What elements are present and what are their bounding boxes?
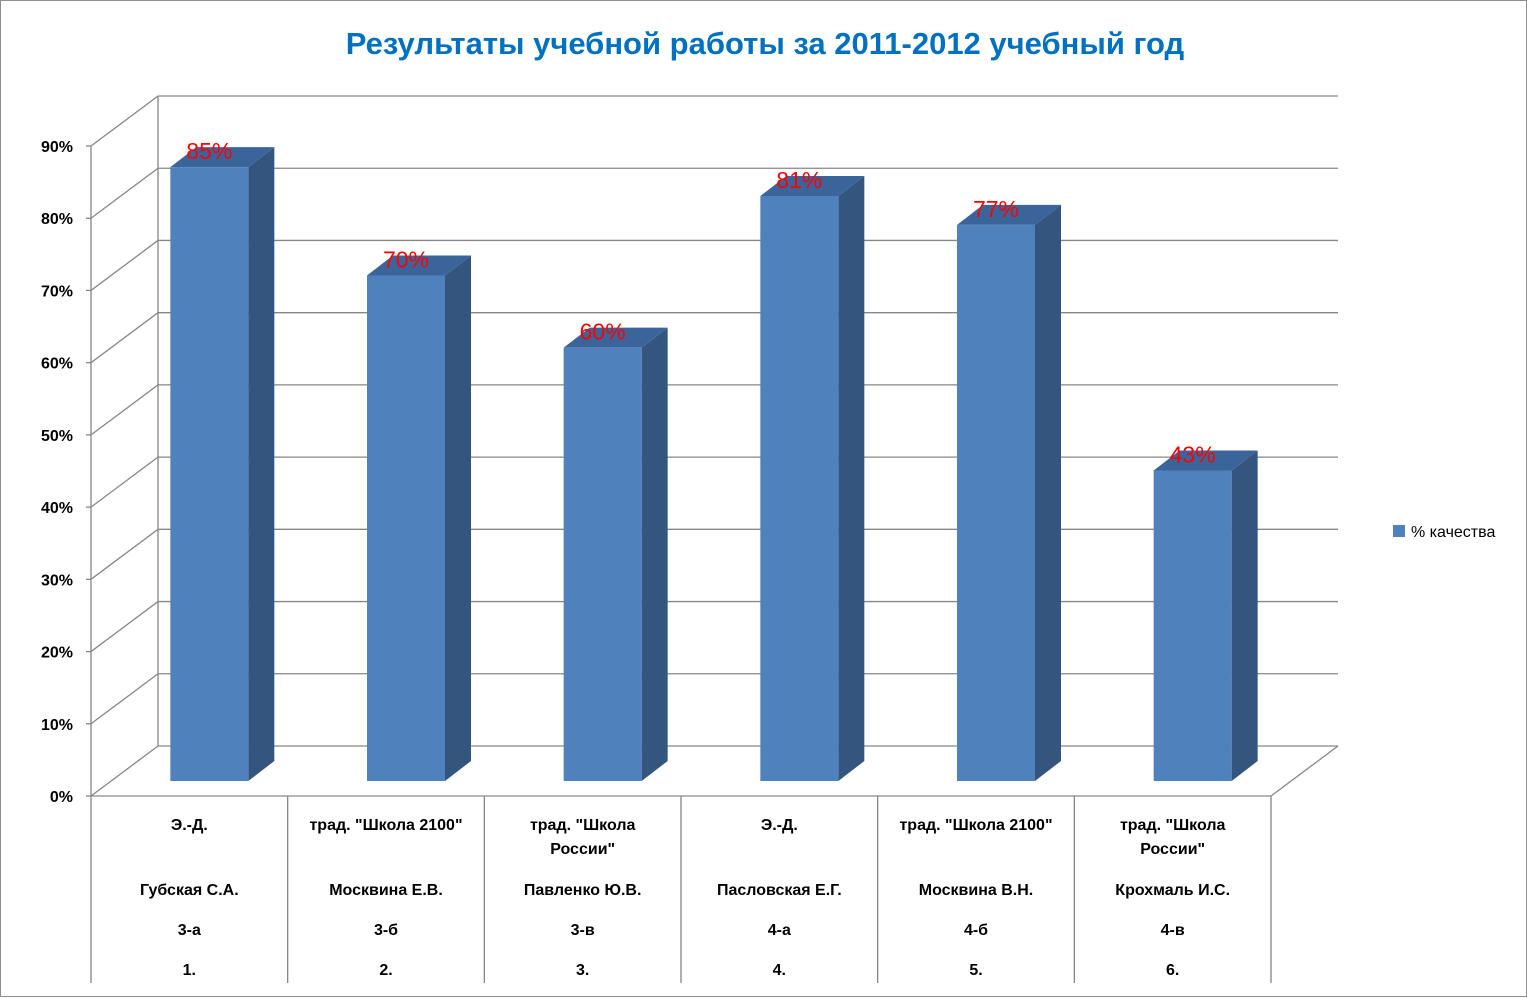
category-number: 6. xyxy=(1166,962,1179,979)
bar-top xyxy=(1153,450,1258,471)
gridline-diagonal xyxy=(90,239,159,291)
bar-top xyxy=(170,147,275,168)
bar-side xyxy=(445,255,471,781)
category-program: Э.-Д. xyxy=(171,817,208,834)
gridline-diagonal xyxy=(90,601,159,653)
gridline-diagonal xyxy=(90,456,159,508)
gridline-diagonal xyxy=(90,384,159,436)
category-teacher: Павленко Ю.В. xyxy=(524,882,642,899)
bars xyxy=(170,147,1258,782)
legend: % качества xyxy=(1393,524,1495,541)
bar xyxy=(760,176,865,781)
category-number: 5. xyxy=(969,962,982,979)
gridline-diagonal xyxy=(90,745,159,797)
gridline-diagonal xyxy=(90,167,159,219)
bar-side xyxy=(838,176,865,781)
category-program: России" xyxy=(1140,841,1205,858)
data-label: 77% xyxy=(973,196,1019,222)
category-number: 2. xyxy=(379,962,392,979)
category-teacher: Москвина Е.В. xyxy=(329,882,443,899)
chart-title: Результаты учебной работы за 2011-2012 у… xyxy=(346,26,1185,61)
bar-front xyxy=(760,196,839,781)
bar-top xyxy=(367,255,471,276)
category-class: 4-б xyxy=(964,922,988,939)
data-label: 43% xyxy=(1170,441,1216,467)
legend-label: % качества xyxy=(1411,524,1495,541)
bar-side xyxy=(641,327,668,781)
y-tick-label: 50% xyxy=(41,428,73,445)
category-class: 3-б xyxy=(374,922,398,939)
category-number: 1. xyxy=(183,962,196,979)
category-table: Э.-Д. Губская С.А. 3-а 1. трад. "Школа 2100"… xyxy=(90,795,1272,983)
category-teacher: Губская С.А. xyxy=(140,882,239,899)
bar-front xyxy=(957,224,1035,781)
floor-right-edge xyxy=(1270,745,1339,797)
bar-top xyxy=(760,176,865,196)
gridline-diagonal xyxy=(90,673,159,725)
y-tick-label: 40% xyxy=(41,500,73,517)
category-number: 3. xyxy=(576,962,589,979)
category-teacher: Пасловская Е.Г. xyxy=(717,882,842,899)
category-program: России" xyxy=(550,841,615,858)
bar-side xyxy=(1035,204,1061,781)
y-tick-label: 90% xyxy=(41,139,73,156)
gridline-diagonal xyxy=(90,528,159,580)
bar xyxy=(1153,450,1258,781)
category-class: 3-в xyxy=(571,922,595,939)
category-class: 3-а xyxy=(178,922,201,939)
data-labels: 85% 70% 60% 81% 77% 43% xyxy=(186,138,1215,467)
bar xyxy=(563,327,668,781)
gridline-diagonal xyxy=(90,95,159,147)
legend-swatch xyxy=(1393,525,1405,537)
data-label: 70% xyxy=(383,246,429,272)
y-axis: 0% 10% 20% 30% 40% 50% 60% 70% 80% 90% xyxy=(41,96,159,806)
bar-side xyxy=(248,147,275,782)
category-program: Э.-Д. xyxy=(761,817,798,834)
category-class: 4-в xyxy=(1161,922,1185,939)
category-teacher: Крохмаль И.С. xyxy=(1115,882,1230,899)
y-tick-label: 60% xyxy=(41,356,73,373)
bar-top xyxy=(563,327,668,348)
category-number: 4. xyxy=(773,962,786,979)
bar-front xyxy=(367,275,445,781)
category-class: 4-а xyxy=(768,922,791,939)
bar xyxy=(170,147,275,782)
bar-front xyxy=(170,167,249,782)
y-tick-label: 70% xyxy=(41,283,73,300)
y-tick-label: 20% xyxy=(41,645,73,662)
bar xyxy=(367,255,471,781)
data-label: 81% xyxy=(776,167,822,193)
bar-side xyxy=(1231,450,1258,781)
gridline-diagonal xyxy=(90,312,159,364)
data-label: 60% xyxy=(580,319,626,345)
data-label: 85% xyxy=(186,138,232,164)
y-tick-label: 10% xyxy=(41,717,73,734)
bar xyxy=(957,204,1061,781)
category-program: трад. "Школа 2100" xyxy=(899,817,1052,834)
category-program: трад. "Школа xyxy=(530,817,636,834)
category-program: трад. "Школа xyxy=(1120,817,1226,834)
gridlines xyxy=(90,95,1339,797)
y-tick-label: 80% xyxy=(41,211,73,228)
bar-front xyxy=(563,347,642,781)
bar-top xyxy=(957,204,1061,225)
y-tick-label: 0% xyxy=(50,789,73,806)
category-program: трад. "Школа 2100" xyxy=(309,817,462,834)
category-teacher: Москвина В.Н. xyxy=(919,882,1033,899)
bar-front xyxy=(1153,470,1232,781)
y-tick-label: 30% xyxy=(41,572,73,589)
